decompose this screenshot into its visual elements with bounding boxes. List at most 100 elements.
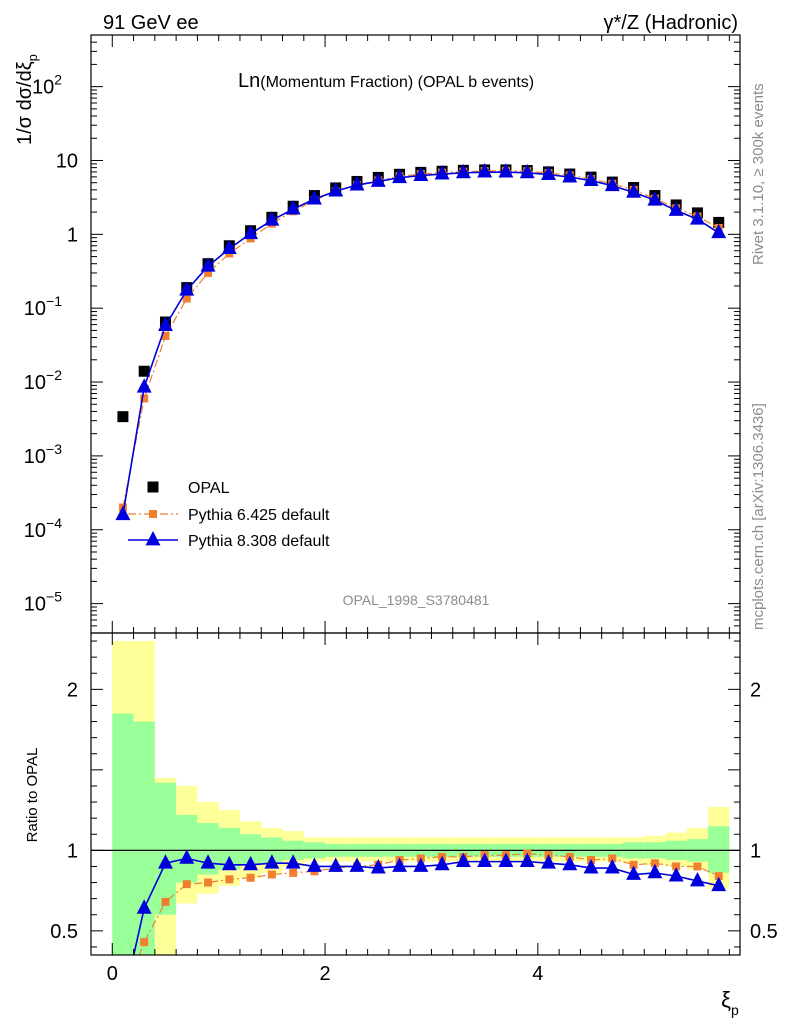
series-1-ratio-point [672,862,681,871]
series-2-point [200,257,216,272]
series-2-ratio-point [328,857,344,872]
series-2-ratio-point [498,852,514,868]
x-tick-label: 2 [320,963,331,985]
series-2-point [604,176,620,192]
rivet-label: Rivet 3.1.10, ≥ 300k events [750,83,767,265]
series-2-ratio-point [306,857,322,872]
series-2-ratio-point [562,855,578,871]
chart-title-main: Ln [238,70,260,92]
ratio-tick-label-right: 2 [750,679,761,701]
legend-label-2: Pythia 8.308 default [188,533,330,550]
band-green-bin [239,834,262,865]
series-1-ratio-point [289,868,298,877]
legend-marker-1 [149,510,157,518]
series-2-point [498,163,514,178]
y-tick-label-exp: −5 [46,589,62,605]
y-tick-label-base: 10 [56,150,78,172]
y-tick-label-base: 10 [24,372,46,394]
band-green-bin [112,713,134,955]
mcplots-label: mcplots.cern.ch [arXiv:1306.3436] [750,403,767,630]
series-1-line [122,170,720,508]
y-tick-label: 10−1 [24,293,62,320]
series-1-ratio-point [204,878,213,887]
series-1-ratio-point [650,859,659,868]
series-1-point [140,394,149,403]
series-2-point [434,165,450,180]
series-2-point [115,505,131,521]
series-2-ratio-point [115,994,130,1008]
series-2-point [583,171,599,186]
series-2-ratio-point [690,871,705,887]
series-1-ratio-point [182,880,191,889]
series-1-ratio-point [161,897,170,906]
y-tick-label: 1 [67,224,78,246]
chart-title: Ln(Momentum Fraction) (OPAL b events) [238,70,534,92]
y-tick-label-base: 10 [24,594,46,616]
series-2-point [413,166,429,181]
band-green-bin [133,721,155,955]
series-2-ratio-point [243,855,259,871]
ratio-tick-label: 0.5 [50,921,78,943]
legend: OPAL Pythia 6.425 default Pythia 8.308 def… [128,480,330,550]
series-2-ratio-point [349,857,365,872]
y-tick-label-exp: −1 [46,293,62,309]
series-1-point [182,294,191,303]
series-2-point [562,168,578,183]
series-2-ratio-point [434,855,450,871]
x-tick-label: 4 [532,963,543,985]
series-2-point [455,163,471,179]
series-1-ratio-point [140,938,149,947]
series-2-ratio-point [604,859,620,874]
y-axis-label-sub: p [25,54,40,61]
series-1-ratio-point [246,873,255,882]
series-2-point [392,168,407,184]
series-2-ratio-point [370,859,386,874]
series-1-ratio-point [119,998,127,1006]
series-0-point [713,216,725,228]
band-green-bin [708,826,730,873]
series-2-ratio-point [264,854,280,869]
series-1-ratio-point [714,872,723,881]
band-green-bin [154,782,177,915]
x-axis-label: ξp [721,987,739,1018]
series-2-ratio-point [626,865,642,880]
series-2-ratio-point [647,863,663,879]
y-tick-label-base: 10 [24,446,46,468]
legend-label-1: Pythia 6.425 default [188,507,330,524]
header-left: 91 GeV ee [103,12,199,34]
series-2-point [690,210,705,225]
series-2-point [711,223,727,239]
series-0-point [138,365,150,377]
x-axis-label-main: ξ [721,987,731,1012]
series-2-point [243,224,259,240]
band-green-bin [218,827,240,870]
y-tick-label: 10−2 [24,367,62,394]
analysis-watermark: OPAL_1998_S3780481 [343,592,490,608]
series-2-ratio-point [477,852,493,868]
y-tick-label: 10 [56,150,78,172]
ratio-tick-label-right: 0.5 [750,921,778,943]
series-2-ratio-point [200,854,216,869]
header-right: γ*/Z (Hadronic) [604,12,738,34]
series-2-point [668,201,684,216]
series-1-point [161,332,170,341]
series-2-point [477,163,493,178]
series-2-point [179,281,195,296]
y-tick-label-base: 10 [24,520,46,542]
y-tick-label: 102 [32,72,62,99]
series-2-point [264,211,280,226]
series-2-point [370,172,386,187]
series-2-ratio-point [158,854,173,869]
series-2-ratio-point [711,876,727,892]
y-tick-label-exp: −4 [46,515,62,531]
ratio-axis-label: Ratio to OPAL [24,748,41,843]
series-1-point [204,268,213,277]
series-2-ratio-point [519,852,535,868]
series-2-ratio-point [541,854,556,869]
series-2-point [306,190,322,205]
series-2-point [647,191,663,206]
legend-label-0: OPAL [188,480,230,497]
ratio-tick-label: 2 [67,679,78,701]
series-2-ratio-point [413,857,429,872]
legend-marker-2 [145,531,161,546]
